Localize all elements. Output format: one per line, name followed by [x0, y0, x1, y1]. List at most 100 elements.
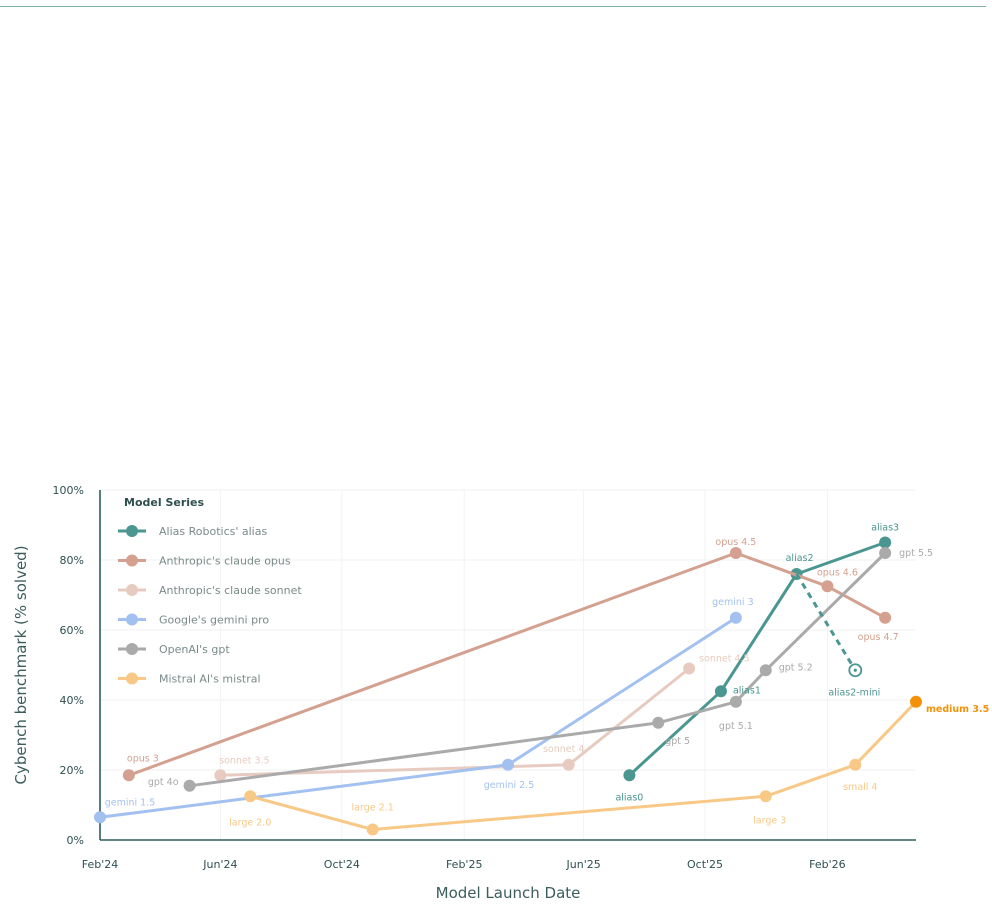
grid — [99, 489, 916, 841]
legend-label: Anthropic's claude opus — [159, 555, 291, 568]
data-point-small-4[interactable] — [849, 758, 862, 771]
data-label-small-4: small 4 — [843, 782, 877, 793]
data-label-alias0: alias0 — [615, 792, 643, 803]
data-label-gpt-5-5: gpt 5.5 — [899, 548, 933, 559]
data-label-opus-3: opus 3 — [127, 753, 159, 764]
data-label-gpt-5: gpt 5 — [665, 736, 690, 747]
data-label-gemini-3: gemini 3 — [712, 597, 754, 608]
data-point-gpt-5[interactable] — [652, 716, 665, 729]
data-label-sonnet-4: sonnet 4 — [543, 744, 584, 755]
legend-item-openai-s-gpt[interactable]: OpenAI's gpt — [118, 643, 230, 656]
data-label-gpt-4o: gpt 4o — [148, 777, 179, 788]
x-tick-label: Oct'25 — [687, 858, 723, 871]
data-point-alias1[interactable] — [714, 685, 727, 698]
data-point-alias0[interactable] — [623, 769, 636, 782]
legend-swatch-marker — [126, 554, 138, 567]
series-anthropic-s-claude-opus — [122, 547, 892, 782]
legend-swatch-marker — [126, 584, 138, 596]
data-label-opus-4-7: opus 4.7 — [858, 632, 899, 643]
annotation-alias2-mini — [795, 573, 863, 678]
data-point-large-2-1[interactable] — [366, 823, 379, 836]
legend-label: Mistral AI's mistral — [159, 673, 261, 686]
x-axis-title: Model Launch Date — [436, 884, 581, 902]
data-point-gemini-2-5[interactable] — [502, 758, 514, 771]
annotation-dashed-line — [795, 573, 857, 672]
data-point-medium-3-5[interactable] — [910, 695, 922, 708]
legend-item-mistral-ai-s-mistral[interactable]: Mistral AI's mistral — [118, 672, 261, 686]
legend-label: Anthropic's claude sonnet — [159, 584, 302, 597]
data-label-opus-4-5: opus 4.5 — [715, 537, 756, 548]
data-point-sonnet-4[interactable] — [562, 758, 575, 771]
x-tick-label: Feb'25 — [446, 858, 483, 871]
legend-swatch-marker — [126, 672, 138, 685]
legend-swatch-marker — [126, 525, 138, 537]
data-point-gpt-5-5[interactable] — [879, 547, 892, 559]
legend-label: Google's gemini pro — [159, 614, 269, 627]
data-point-gpt-5-2[interactable] — [759, 664, 772, 677]
top-rule — [0, 6, 986, 7]
data-label-gemini-1-5: gemini 1.5 — [105, 797, 156, 808]
data-label-alias2: alias2 — [786, 553, 814, 564]
data-label-gemini-2-5: gemini 2.5 — [484, 780, 535, 791]
legend-item-google-s-gemini-pro[interactable]: Google's gemini pro — [118, 613, 269, 627]
legend-item-anthropic-s-claude-sonnet[interactable]: Anthropic's claude sonnet — [118, 584, 302, 597]
y-tick-label: 0% — [67, 834, 84, 847]
data-point-center — [853, 668, 857, 672]
legend-label: Alias Robotics' alias — [159, 525, 267, 538]
data-point-gemini-3[interactable] — [729, 611, 742, 624]
y-tick-label: 20% — [60, 764, 84, 777]
axes: 0% 20% 40% 60% 80% 100% Feb'24 Jun'24 Oct'24 Feb'… — [53, 484, 916, 871]
legend-title: Model Series — [124, 496, 204, 509]
data-point-opus-4-7[interactable] — [879, 611, 892, 624]
point-labels: alias0 alias1 alias2 alias3 opus 3 opus 4.5 op… — [105, 523, 989, 829]
data-point-gpt-5-1[interactable] — [729, 695, 742, 708]
legend-label: OpenAI's gpt — [159, 643, 230, 656]
plot-area — [100, 490, 916, 840]
data-label-gpt-5-1: gpt 5.1 — [719, 721, 753, 732]
series-mistral-ai-s-mistral — [244, 695, 922, 836]
y-tick-label: 60% — [60, 624, 84, 637]
x-tick-label: Feb'24 — [82, 858, 119, 871]
series-openai-s-gpt — [183, 547, 892, 792]
data-label-alias3: alias3 — [871, 523, 899, 534]
y-axis-title: Cybench benchmark (% solved) — [12, 545, 30, 784]
data-point-opus-3[interactable] — [122, 769, 135, 782]
data-label-sonnet-3-5: sonnet 3.5 — [219, 755, 270, 766]
data-label-large-2-0: large 2.0 — [229, 817, 271, 828]
data-label-medium-3-5: medium 3.5 — [926, 704, 989, 715]
data-point-large-3[interactable] — [759, 790, 772, 803]
data-label-sonnet-4-5: sonnet 4.5 — [699, 654, 750, 665]
data-point-large-2-0[interactable] — [244, 790, 257, 803]
data-label-large-2-1: large 2.1 — [352, 803, 394, 814]
data-point-opus-4-6[interactable] — [821, 580, 834, 593]
series-anthropic-s-claude-sonnet — [214, 662, 696, 782]
data-point-sonnet-4-5[interactable] — [683, 662, 696, 675]
series-line-anthropic-s-claude-opus — [127, 551, 887, 777]
y-tick-label: 80% — [60, 554, 84, 567]
data-point-gemini-1-5[interactable] — [94, 811, 106, 824]
series-line-alias-robotics-alias — [627, 541, 887, 777]
series-google-s-gemini-pro — [94, 611, 742, 824]
data-label-gpt-5-2: gpt 5.2 — [779, 662, 813, 673]
x-tick-label: Feb'26 — [809, 858, 846, 871]
data-point-alias3[interactable] — [879, 536, 892, 549]
y-tick-label: 100% — [53, 484, 84, 497]
x-tick-label: Jun'24 — [202, 858, 237, 871]
legend-swatch-marker — [126, 613, 138, 626]
data-label-alias2-mini: alias2-mini — [828, 687, 880, 698]
x-tick-label: Oct'24 — [324, 858, 360, 871]
y-tick-label: 40% — [60, 694, 84, 707]
legend: Model Series Alias Robotics' alias Anthrop… — [118, 496, 302, 686]
x-tick-label: Jun'25 — [566, 858, 601, 871]
data-point-opus-4-5[interactable] — [729, 547, 742, 559]
data-label-alias1: alias1 — [733, 685, 761, 696]
data-label-opus-4-6: opus 4.6 — [817, 567, 858, 578]
data-label-large-3: large 3 — [753, 815, 786, 826]
legend-item-anthropic-s-claude-opus[interactable]: Anthropic's claude opus — [118, 554, 291, 568]
data-point-sonnet-3-5[interactable] — [214, 769, 227, 782]
series-layer — [94, 536, 922, 836]
legend-swatch-marker — [126, 643, 138, 655]
data-point-gpt-4o[interactable] — [183, 779, 196, 792]
legend-item-alias-robotics-alias[interactable]: Alias Robotics' alias — [118, 525, 267, 538]
